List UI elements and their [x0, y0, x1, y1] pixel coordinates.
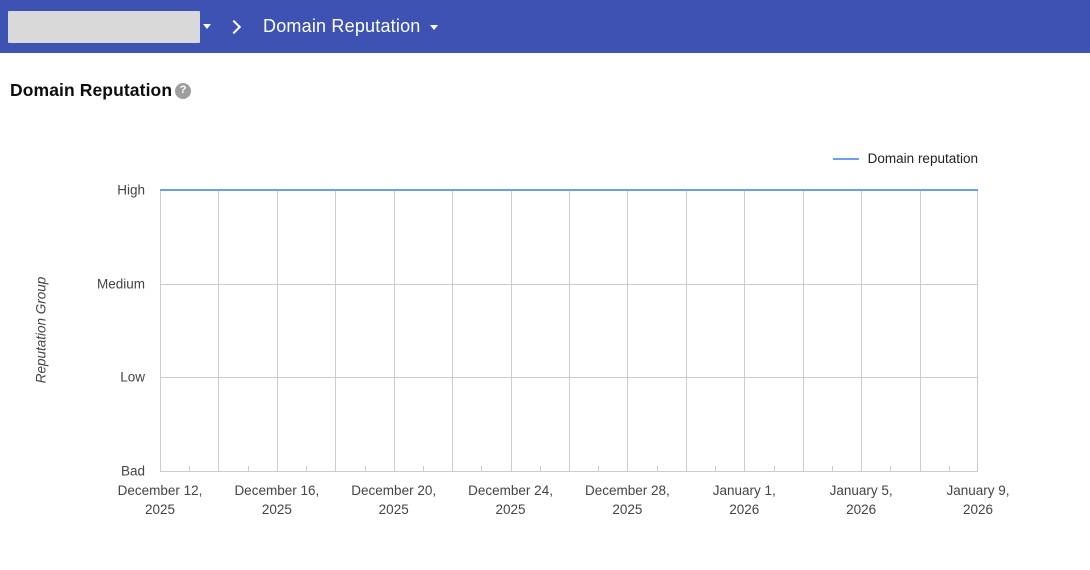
x-gridline [802, 190, 804, 471]
caret-down-icon [429, 25, 438, 30]
domain-selector-dropdown[interactable] [0, 10, 211, 43]
x-gridline [276, 190, 278, 471]
y-gridline [160, 283, 978, 285]
legend-label: Domain reputation [867, 151, 978, 166]
x-tick-label: January 9, 2026 [946, 483, 1010, 517]
y-axis-tick-labels: Bad Low Medium High [75, 183, 145, 479]
x-axis-tick-labels: December 12, 2025 December 16, 2025 Decemb… [118, 481, 1010, 525]
legend: Domain reputation [832, 151, 978, 166]
x-tick-label: December 20, 2025 [351, 483, 437, 517]
x-tick-label: January 5, 2026 [829, 483, 893, 517]
x-gridline [393, 190, 395, 471]
x-tick-label: January 1, 2026 [712, 483, 776, 517]
x-tick-label: December 12, 2025 [117, 483, 203, 517]
x-tick-label: December 24, 2025 [468, 483, 553, 517]
domain-name-redacted [8, 10, 200, 43]
x-tick-label: December 16, 2025 [234, 483, 320, 517]
breadcrumb-chevron-icon [226, 19, 242, 34]
x-minor-tick [773, 466, 775, 471]
x-minor-tick [364, 466, 366, 471]
legend-line-swatch [832, 157, 859, 160]
x-tick-label: December 28, 2025 [585, 483, 670, 517]
x-minor-tick [422, 466, 424, 471]
x-minor-tick [656, 466, 658, 471]
report-selector-dropdown[interactable]: Domain Reputation [263, 16, 438, 37]
x-minor-tick [598, 466, 600, 471]
series-line-svg [160, 189, 978, 191]
x-minor-tick [481, 466, 483, 471]
report-selector-label: Domain Reputation [263, 16, 421, 36]
x-minor-tick [831, 466, 833, 471]
x-gridline [569, 190, 570, 471]
x-gridline [510, 190, 512, 471]
x-gridline [685, 190, 687, 471]
x-gridline [919, 190, 921, 471]
x-minor-tick [189, 466, 191, 471]
y-tick-label: High [117, 182, 145, 198]
x-gridline [977, 190, 978, 471]
y-tick-label: Bad [120, 463, 145, 479]
x-minor-tick [247, 466, 249, 471]
x-minor-tick [948, 466, 950, 471]
y-tick-label: Low [120, 369, 145, 385]
app-header: Domain Reputation [0, 0, 1090, 53]
x-gridline [452, 190, 454, 471]
page-title: Domain Reputation [10, 80, 173, 100]
title-row: Domain Reputation ? [10, 80, 192, 101]
y-tick-label: Medium [96, 276, 145, 292]
x-minor-tick [539, 466, 541, 471]
y-gridline [160, 377, 978, 379]
x-minor-tick [306, 466, 308, 471]
x-minor-tick [890, 466, 892, 471]
x-gridline [160, 190, 161, 471]
x-gridline [335, 190, 337, 471]
x-minor-tick [715, 466, 717, 471]
y-axis-title: Reputation Group [33, 276, 49, 384]
chart-plot-area[interactable] [160, 189, 978, 472]
help-icon[interactable]: ? [175, 82, 192, 99]
x-gridline [744, 190, 746, 471]
x-gridline [861, 190, 863, 471]
caret-down-icon [203, 24, 211, 29]
x-gridline [627, 190, 629, 471]
x-gridline [218, 190, 220, 471]
